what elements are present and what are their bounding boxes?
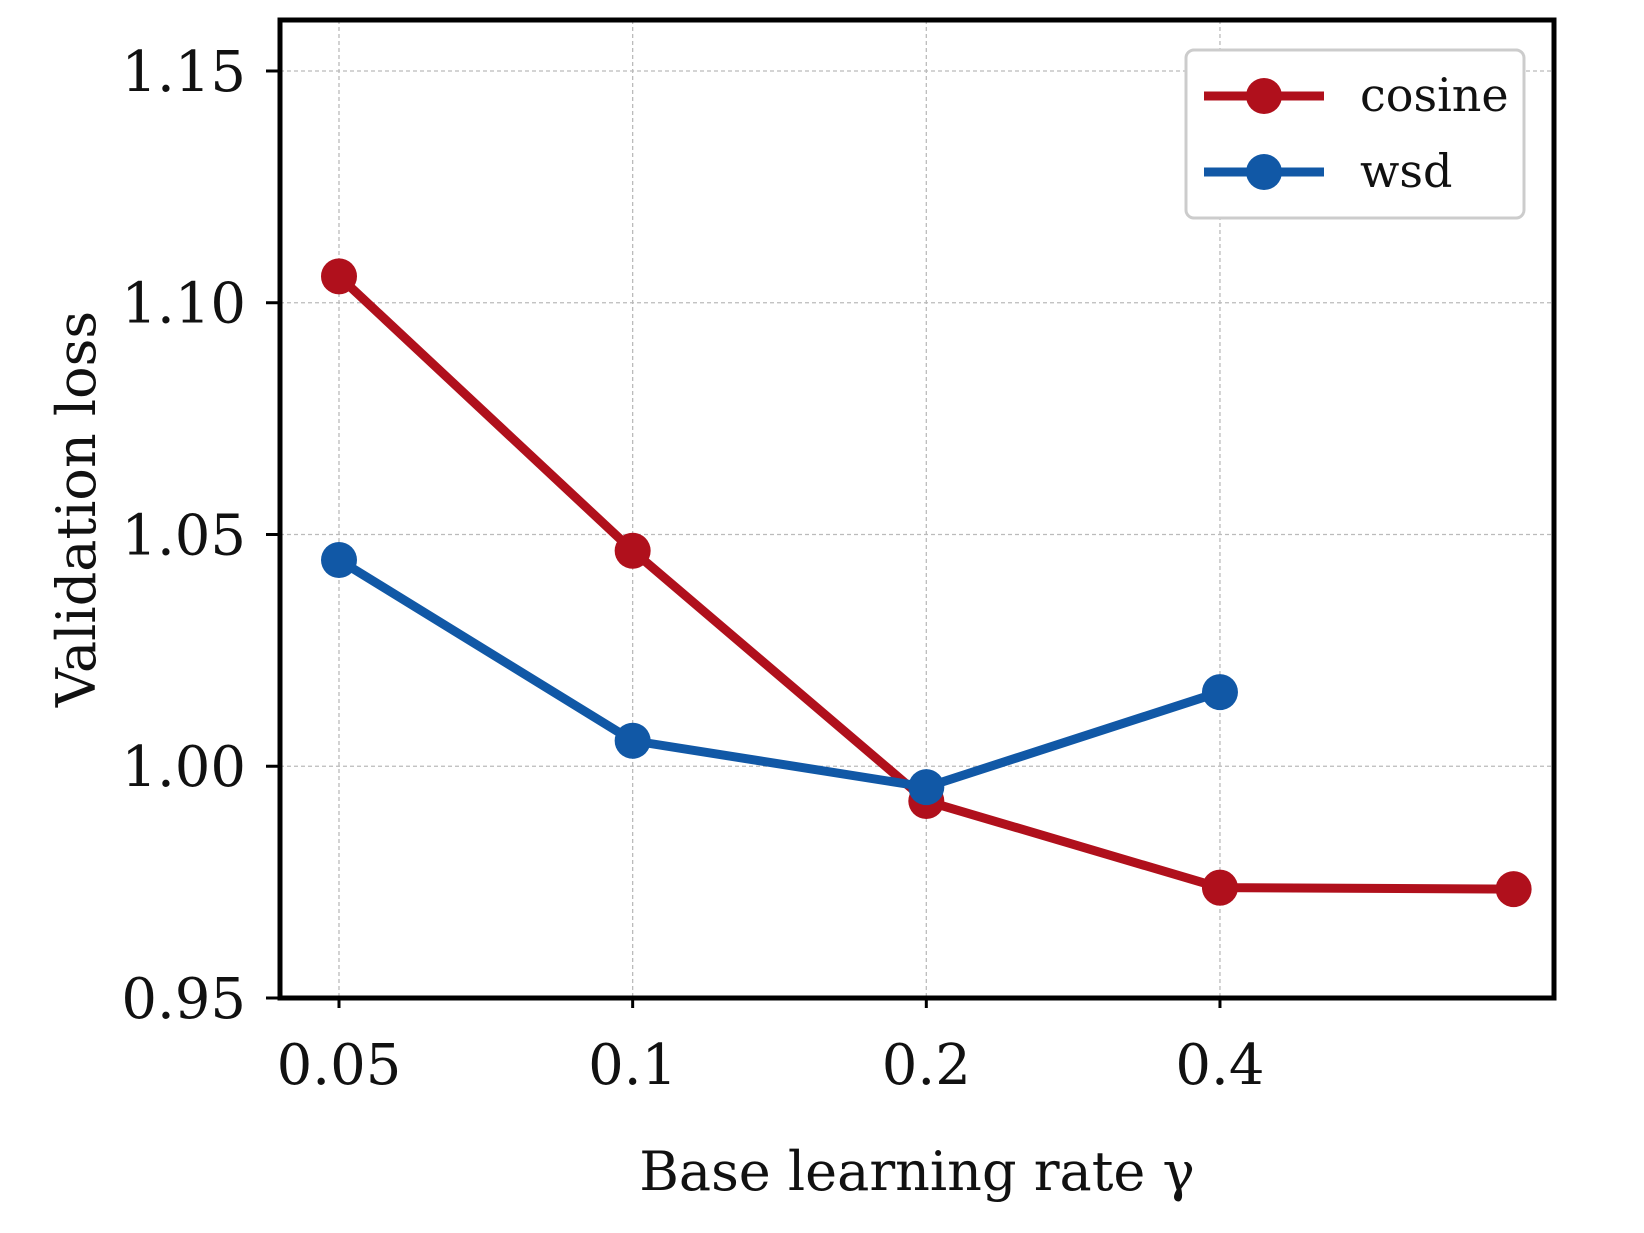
point-cosine xyxy=(614,532,651,569)
plot-frame xyxy=(277,17,1557,1001)
point-cosine xyxy=(320,258,357,295)
series-line-wsd xyxy=(334,555,1225,792)
y-tick-label: 1.10 xyxy=(121,272,246,337)
series-markers xyxy=(320,258,1532,908)
point-cosine xyxy=(1495,871,1532,908)
legend-label-cosine: cosine xyxy=(1360,68,1509,122)
axis-ticks: 0.05 0.1 0.2 0.4 0.95 1.00 1.05 1.10 1.15 xyxy=(121,40,1264,1098)
legend-label-wsd: wsd xyxy=(1360,144,1452,198)
x-tick-label: 0.2 xyxy=(882,1033,971,1098)
x-tick-label: 0.05 xyxy=(277,1033,402,1098)
y-axis-title: Validation loss xyxy=(45,311,108,708)
point-wsd xyxy=(908,769,945,806)
point-wsd xyxy=(320,541,357,578)
legend: cosine wsd xyxy=(1184,48,1526,220)
x-tick-label: 0.1 xyxy=(588,1033,677,1098)
x-axis-title: Base learning rate γ xyxy=(639,1140,1195,1203)
x-tick-label: 0.4 xyxy=(1175,1033,1264,1098)
legend-marker-cosine xyxy=(1246,78,1282,114)
y-tick-label: 1.05 xyxy=(121,503,246,568)
y-tick-label: 0.95 xyxy=(121,967,246,1032)
y-tick-label: 1.00 xyxy=(121,735,246,800)
legend-marker-wsd xyxy=(1246,154,1282,190)
point-wsd xyxy=(614,722,651,759)
y-tick-label: 1.15 xyxy=(121,40,246,105)
point-wsd xyxy=(1201,674,1238,711)
point-cosine xyxy=(1201,869,1238,906)
